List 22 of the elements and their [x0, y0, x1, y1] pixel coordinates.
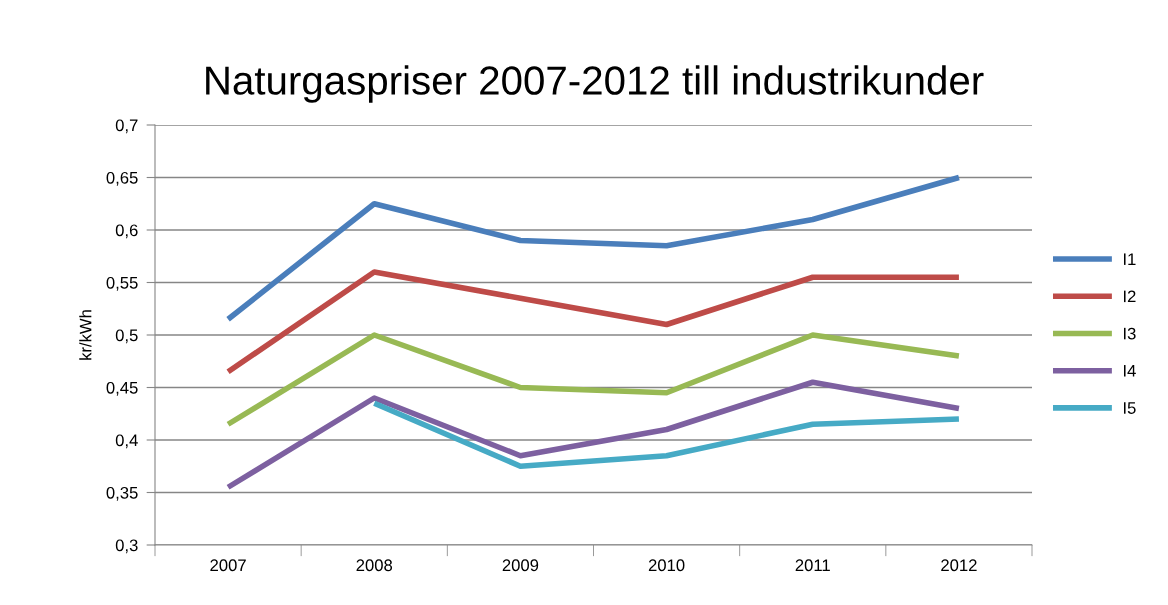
chart-title: Naturgaspriser 2007-2012 till industrikunder — [206, 65, 984, 103]
y-tick-label: 0,55 — [106, 276, 138, 291]
legend-label: I4 — [1123, 365, 1136, 377]
x-tick-label: 2012 — [941, 559, 977, 572]
y-tick-label: 0,3 — [115, 539, 138, 554]
y-tick-label: 0,6 — [115, 224, 138, 239]
y-tick-label: 0,4 — [115, 434, 138, 449]
legend-label: I5 — [1123, 402, 1136, 414]
x-tick-label: 2008 — [356, 559, 393, 572]
x-tick-label: 2011 — [795, 559, 830, 572]
y-tick-label: 0,65 — [106, 171, 138, 186]
x-tick-label: 2007 — [210, 559, 246, 572]
legend-label: I1 — [1123, 253, 1136, 265]
x-tick-label: 2009 — [502, 559, 539, 572]
y-tick-label: 0,45 — [106, 381, 138, 396]
y-tick-label: 0,35 — [106, 486, 138, 501]
legend-label: I2 — [1123, 290, 1136, 303]
y-tick-label: 0,7 — [115, 119, 138, 134]
legend-label: I3 — [1123, 327, 1136, 340]
y-axis-title: kr/kWh — [79, 310, 92, 360]
x-tick-label: 2010 — [648, 559, 685, 572]
y-tick-label: 0,5 — [115, 329, 138, 344]
